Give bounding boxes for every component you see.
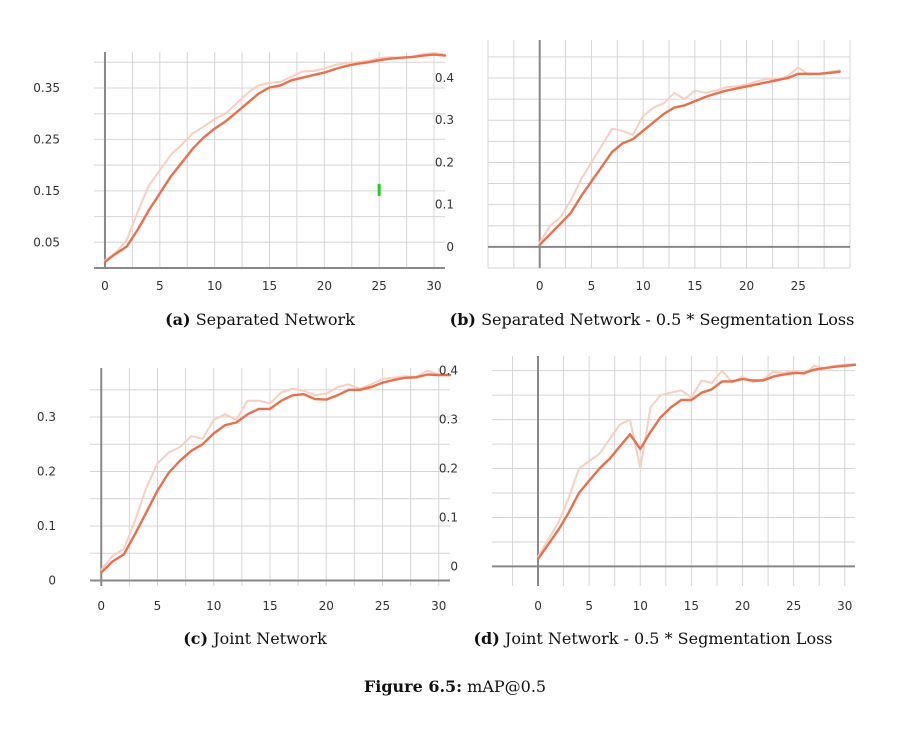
x-tick-label: 30 [431, 599, 446, 613]
y-tick-label: 0.3 [439, 413, 458, 427]
x-tick-label: 30 [837, 599, 852, 613]
figure-caption: Figure 6.5: mAP@0.5 [0, 677, 910, 696]
caption-c-text: Joint Network [213, 629, 327, 648]
x-tick-label: 25 [372, 279, 387, 293]
y-tick-label: 0.3 [37, 410, 56, 424]
x-tick-label: 20 [319, 599, 334, 613]
caption-c: (c) Joint Network [110, 629, 400, 648]
caption-b: (b) Separated Network - 0.5 * Segmentati… [432, 310, 872, 329]
series-line-smoothed [103, 53, 447, 264]
series-line-raw [100, 369, 451, 571]
chart-panel-a: 0 5 10 15 20 25 30 0.05 0.15 0.25 0.35 [33, 46, 447, 308]
chart-a: 0 5 10 15 20 25 30 0.05 0.15 0.25 0.35 [33, 52, 447, 293]
x-tick-label: 10 [207, 279, 222, 293]
y-tick-label: 0.4 [439, 364, 458, 378]
y-tick-label: 0.2 [439, 462, 458, 476]
caption-a-text: Separated Network [195, 310, 355, 329]
y-tick-label: 0 [48, 574, 56, 588]
caption-d-text: Joint Network - 0.5 * Segmentation Loss [504, 629, 833, 648]
y-tick-label: 0.2 [435, 155, 454, 169]
x-tick-label: 10 [206, 599, 221, 613]
series-line-smoothed [100, 373, 452, 574]
series-line-raw [538, 66, 841, 244]
x-tick-label: 5 [585, 599, 593, 613]
x-tick-label: 20 [739, 279, 754, 293]
x-tick-label: 10 [636, 279, 651, 293]
y-tick-label: 0.1 [435, 198, 454, 212]
caption-c-label: (c) [183, 629, 209, 648]
chart-c: 0 5 10 15 20 25 30 0 0.1 0.2 0.3 [37, 368, 452, 613]
chart-panel-c: 0 5 10 15 20 25 30 0 0.1 0.2 0.3 [37, 360, 452, 627]
y-tick-label: 0 [446, 240, 454, 254]
caption-b-label: (b) [449, 310, 476, 329]
y-tick-label: 0.4 [435, 71, 454, 85]
x-tick-label: 25 [786, 599, 801, 613]
caption-b-text: Separated Network - 0.5 * Segmentation L… [481, 310, 855, 329]
chart-b: 0 5 10 15 20 25 0 0.1 0.2 0.3 0.4 [435, 40, 851, 293]
green-marker [377, 183, 381, 196]
y-tick-label: 0 [450, 559, 458, 573]
x-tick-label: 25 [791, 279, 806, 293]
y-tick-label: 0.3 [435, 113, 454, 127]
caption-a-label: (a) [165, 310, 191, 329]
x-tick-label: 15 [262, 599, 277, 613]
chart-panel-d: 0 5 10 15 20 25 30 0 0.1 0.2 0.3 0.4 [439, 350, 857, 627]
x-tick-label: 5 [154, 599, 162, 613]
x-tick-label: 0 [534, 599, 542, 613]
x-tick-label: 25 [375, 599, 390, 613]
caption-d: (d) Joint Network - 0.5 * Segmentation L… [448, 629, 858, 648]
x-tick-label: 0 [101, 279, 109, 293]
y-tick-label: 0.25 [33, 132, 60, 146]
x-tick-label: 5 [588, 279, 596, 293]
series-line-raw [104, 52, 446, 262]
y-tick-label: 0.1 [439, 510, 458, 524]
x-tick-label: 30 [426, 279, 441, 293]
figure-label: Figure 6.5: [363, 677, 463, 696]
series-line-smoothed [538, 70, 841, 247]
series-line-smoothed [536, 363, 857, 561]
x-tick-label: 0 [97, 599, 105, 613]
chart-panel-b: 0 5 10 15 20 25 0 0.1 0.2 0.3 0.4 [435, 34, 851, 308]
y-tick-label: 0.15 [33, 184, 60, 198]
y-tick-label: 0.35 [33, 81, 60, 95]
y-tick-label: 0.1 [37, 519, 56, 533]
x-tick-label: 15 [687, 279, 702, 293]
series-line-raw [537, 363, 856, 558]
chart-d: 0 5 10 15 20 25 30 0 0.1 0.2 0.3 0.4 [439, 356, 857, 613]
caption-d-label: (d) [473, 629, 500, 648]
x-tick-label: 15 [262, 279, 277, 293]
x-tick-label: 5 [156, 279, 164, 293]
x-tick-label: 15 [684, 599, 699, 613]
y-tick-label: 0.05 [33, 235, 60, 249]
x-tick-label: 20 [735, 599, 750, 613]
x-tick-label: 20 [317, 279, 332, 293]
x-tick-label: 0 [536, 279, 544, 293]
y-tick-label: 0.2 [37, 465, 56, 479]
caption-a: (a) Separated Network [110, 310, 410, 329]
figure-text: mAP@0.5 [467, 677, 547, 696]
x-tick-label: 10 [633, 599, 648, 613]
